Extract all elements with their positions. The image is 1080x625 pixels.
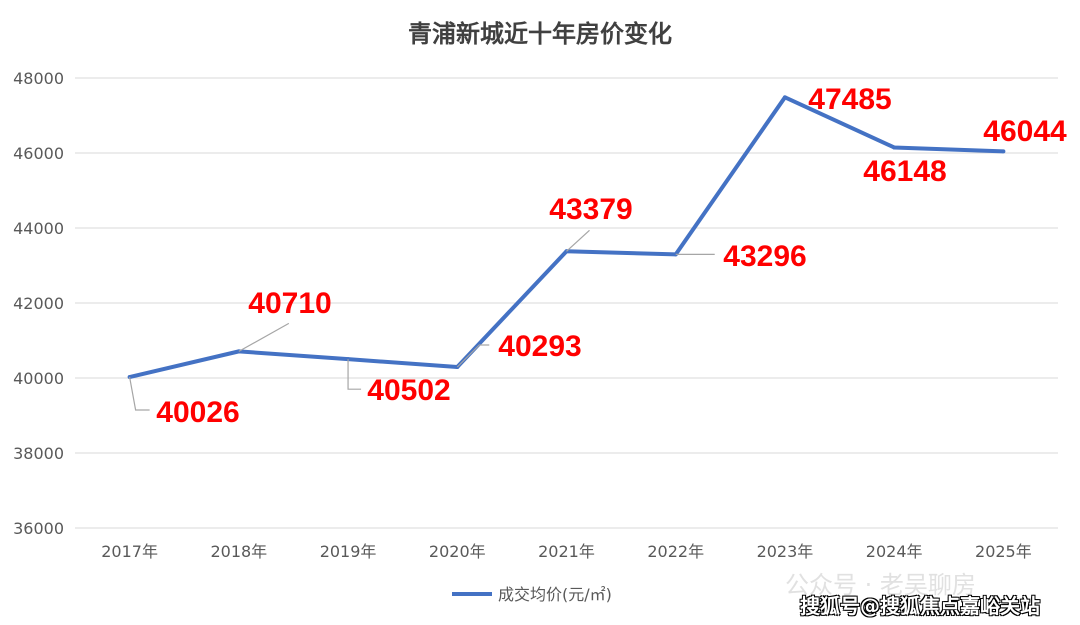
leader-line (129, 376, 150, 411)
x-tick-label: 2017年 (101, 542, 158, 561)
data-label: 40293 (498, 330, 581, 363)
data-label: 43379 (549, 193, 632, 226)
x-tick-label: 2018年 (210, 542, 267, 561)
x-tick-label: 2020年 (429, 542, 486, 561)
leader-line (238, 322, 290, 352)
x-tick-label: 2025年 (975, 542, 1032, 561)
x-tick-label: 2023年 (757, 542, 814, 561)
data-label: 46148 (863, 155, 946, 188)
y-tick-label: 44000 (13, 219, 64, 238)
y-tick-label: 36000 (13, 519, 64, 538)
y-tick-label: 40000 (13, 369, 64, 388)
data-label: 40026 (156, 396, 239, 429)
x-tick-label: 2024年 (866, 542, 923, 561)
data-label: 40710 (248, 287, 331, 320)
watermark-sohu: 搜狐号@搜狐焦点嘉峪关站 (800, 594, 1040, 618)
y-tick-label: 42000 (13, 294, 64, 313)
data-point (892, 145, 897, 150)
chart-title: 青浦新城近十年房价变化 (408, 20, 672, 48)
y-tick-label: 48000 (13, 69, 64, 88)
data-point (1001, 149, 1006, 154)
data-label: 40502 (367, 374, 450, 407)
data-label: 46044 (983, 115, 1067, 148)
watermark-wechat: 公众号 · 老吴聊房 (785, 571, 976, 599)
y-tick-label: 46000 (13, 144, 64, 163)
leader-line (566, 229, 590, 252)
leader-line (456, 344, 490, 368)
x-tick-label: 2022年 (647, 542, 704, 561)
x-tick-label: 2021年 (538, 542, 595, 561)
data-label: 47485 (808, 83, 891, 116)
data-point (782, 95, 787, 100)
leader-line (347, 359, 362, 390)
y-tick-label: 38000 (13, 444, 64, 463)
x-tick-label: 2019年 (320, 542, 377, 561)
data-label: 43296 (723, 240, 806, 273)
legend-label: 成交均价(元/㎡) (498, 585, 612, 604)
